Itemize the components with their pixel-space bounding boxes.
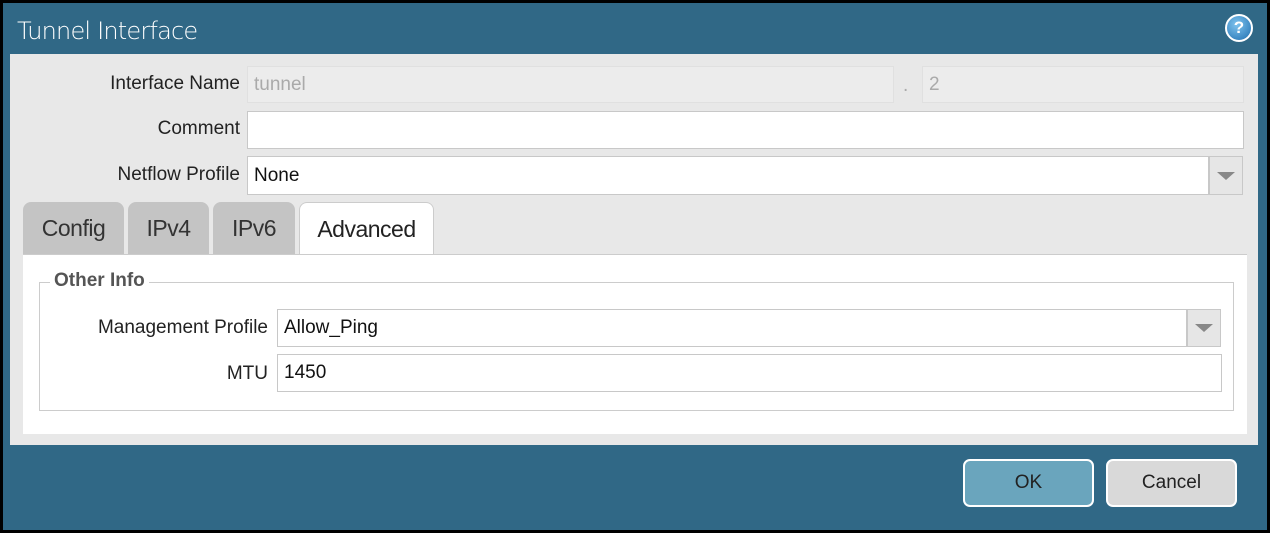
mtu-label: MTU: [226, 363, 268, 384]
comment-input[interactable]: [247, 111, 1244, 149]
help-icon[interactable]: ?: [1225, 14, 1253, 42]
tab-ipv6[interactable]: IPv6: [213, 202, 295, 254]
interface-name-input[interactable]: tunnel: [247, 66, 894, 103]
mtu-input[interactable]: 1450: [277, 354, 1222, 392]
chevron-down-icon: [1195, 324, 1213, 332]
dialog-body: Interface Name tunnel . 2 Comment Netflo…: [10, 54, 1258, 445]
management-profile-select[interactable]: Allow_Ping: [277, 309, 1187, 347]
other-info-title: Other Info: [50, 270, 149, 292]
interface-name-label: Interface Name: [110, 73, 240, 94]
interface-separator: .: [903, 75, 909, 96]
netflow-dropdown-button[interactable]: [1209, 156, 1243, 195]
interface-number-input[interactable]: 2: [922, 66, 1244, 103]
netflow-profile-label: Netflow Profile: [117, 164, 241, 185]
other-info-section: Other Info Management Profile Allow_Ping…: [39, 270, 1234, 411]
comment-label: Comment: [157, 118, 240, 139]
ok-button[interactable]: OK: [963, 459, 1094, 507]
tunnel-interface-dialog: Tunnel Interface ? Interface Name tunnel…: [3, 3, 1267, 530]
cancel-button[interactable]: Cancel: [1106, 459, 1237, 507]
netflow-profile-select[interactable]: None: [247, 156, 1209, 195]
tab-ipv4[interactable]: IPv4: [128, 202, 209, 254]
tab-config[interactable]: Config: [23, 202, 124, 254]
management-profile-label: Management Profile: [97, 317, 268, 338]
dialog-title: Tunnel Interface: [17, 17, 198, 45]
advanced-panel: Other Info Management Profile Allow_Ping…: [23, 254, 1247, 434]
tab-advanced[interactable]: Advanced: [299, 202, 434, 255]
chevron-down-icon: [1217, 171, 1235, 180]
management-dropdown-button[interactable]: [1187, 309, 1221, 347]
